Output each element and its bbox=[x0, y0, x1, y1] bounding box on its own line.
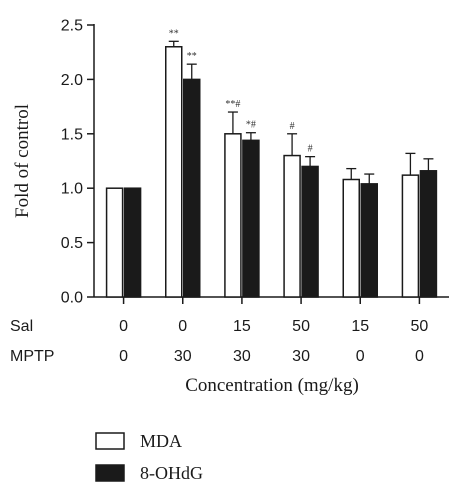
significance-marker: **# bbox=[225, 99, 240, 110]
row-value: 30 bbox=[174, 348, 192, 365]
bar-mda bbox=[401, 174, 420, 298]
bar-mda bbox=[283, 154, 301, 298]
bar-mda bbox=[165, 46, 183, 298]
row-value: 15 bbox=[233, 318, 251, 335]
chart-legend: MDA 8-OHdG bbox=[95, 431, 203, 483]
y-tick-label: 2.0 bbox=[61, 72, 83, 89]
bar-8-ohdg bbox=[123, 187, 142, 298]
legend-label: MDA bbox=[140, 431, 182, 451]
bar-8-ohdg bbox=[242, 139, 260, 298]
y-tick-label: 0.5 bbox=[61, 235, 83, 252]
row-value: 0 bbox=[178, 318, 187, 335]
bar-mda bbox=[105, 187, 124, 298]
y-tick-label: 1.5 bbox=[61, 126, 83, 143]
row-value: 50 bbox=[292, 318, 310, 335]
bar-8-ohdg bbox=[360, 183, 378, 298]
row-value: 0 bbox=[415, 348, 424, 365]
row-value: 30 bbox=[233, 348, 251, 365]
legend-label: 8-OHdG bbox=[140, 463, 203, 483]
row-value: 50 bbox=[411, 318, 429, 335]
significance-marker: ** bbox=[187, 51, 197, 62]
significance-marker: # bbox=[290, 121, 295, 132]
y-tick-label: 1.0 bbox=[61, 181, 83, 198]
chart-bars bbox=[105, 40, 438, 298]
row-label-mptp: MPTP bbox=[10, 348, 54, 365]
significance-marker: # bbox=[308, 144, 313, 155]
row-label-sal: Sal bbox=[10, 318, 33, 335]
row-value: 15 bbox=[351, 318, 369, 335]
bar-8-ohdg bbox=[183, 78, 201, 298]
bar-8-ohdg bbox=[301, 165, 319, 298]
y-tick-label: 2.5 bbox=[61, 18, 83, 35]
row-value: 0 bbox=[356, 348, 365, 365]
significance-marker: ** bbox=[169, 28, 179, 39]
chart-axes bbox=[87, 24, 449, 304]
bar-mda bbox=[342, 178, 360, 298]
row-value: 0 bbox=[119, 318, 128, 335]
y-tick-label: 0.0 bbox=[61, 290, 83, 307]
legend-swatch-8-ohdg bbox=[95, 464, 125, 482]
bar-8-ohdg bbox=[419, 170, 438, 298]
x-axis-title: Concentration (mg/kg) bbox=[185, 375, 359, 396]
legend-swatch-mda bbox=[95, 432, 125, 450]
y-axis-title: Fold of control bbox=[12, 104, 33, 218]
bar-mda bbox=[224, 133, 242, 298]
row-value: 0 bbox=[119, 348, 128, 365]
row-value: 30 bbox=[292, 348, 310, 365]
significance-marker: *# bbox=[246, 120, 256, 131]
